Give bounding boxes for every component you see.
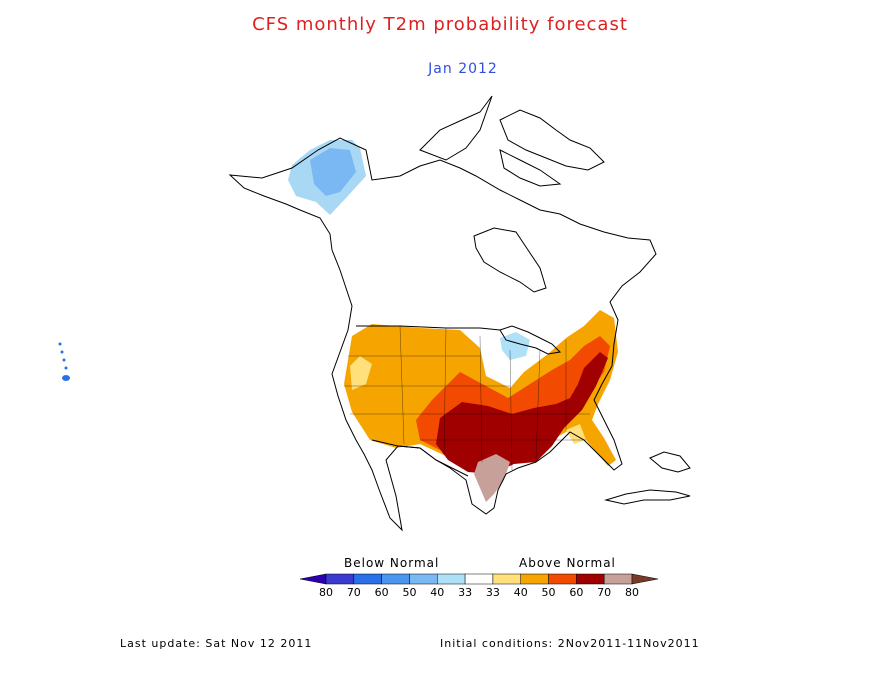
alaska-below-normal-core [310, 148, 356, 196]
legend-swatch [464, 573, 494, 585]
legend-swatch [520, 573, 549, 585]
legend-above-normal-label: Above Normal [519, 556, 616, 570]
map-title: CFS monthly T2m probability forecast [252, 14, 628, 35]
legend-swatch [409, 573, 438, 585]
legend-color-bar [299, 573, 659, 585]
legend-tick-label: 50 [402, 586, 416, 599]
legend-tick-label: 60 [375, 586, 389, 599]
legend-tick-label: 70 [597, 586, 611, 599]
legend-tick-label: 40 [430, 586, 444, 599]
rocky-yellow-region [350, 356, 372, 390]
state-lines [344, 325, 590, 471]
legend-swatch [492, 573, 521, 585]
legend-swatch [603, 573, 633, 585]
legend-tick-labels: 80 70 60 50 40 33 33 40 50 60 70 80 [319, 586, 639, 599]
legend-tick-label: 60 [569, 586, 583, 599]
last-update-text: Last update: Sat Nov 12 2011 [120, 637, 313, 650]
great-lakes-blue-region [500, 332, 530, 360]
legend-swatch [353, 573, 382, 585]
map-subtitle: Jan 2012 [428, 61, 498, 77]
legend-swatch [548, 573, 577, 585]
legend-tick-label: 50 [542, 586, 556, 599]
legend-swatch [576, 573, 605, 585]
legend-arrow-left [299, 573, 327, 585]
legend-tick-label: 40 [514, 586, 528, 599]
legend-tick-label: 33 [486, 586, 500, 599]
legend-arrow-right [631, 573, 659, 585]
coastlines [228, 95, 691, 532]
legend-tick-label: 80 [625, 586, 639, 599]
florida-white-region [566, 424, 586, 444]
us-above-normal-70-region [436, 352, 608, 474]
hawaii-islands [58, 342, 70, 381]
legend-tick-label: 70 [347, 586, 361, 599]
legend-swatch [437, 573, 466, 585]
texas-above-normal-80-region [474, 454, 510, 502]
legend-tick-label: 33 [458, 586, 472, 599]
legend-swatch [325, 573, 355, 585]
legend-swatch [381, 573, 410, 585]
initial-conditions-text: Initial conditions: 2Nov2011-11Nov2011 [440, 637, 700, 650]
legend-below-normal-label: Below Normal [344, 556, 440, 570]
legend-tick-label: 80 [319, 586, 333, 599]
